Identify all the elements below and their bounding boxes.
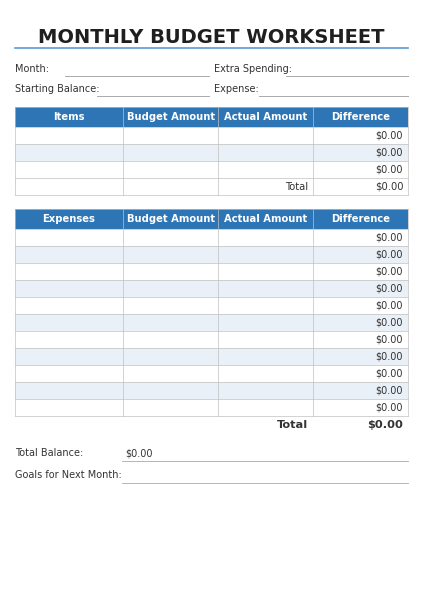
Text: $0.00: $0.00 <box>376 301 403 310</box>
Text: Items: Items <box>53 112 85 122</box>
Bar <box>15 365 408 382</box>
Text: Actual Amount: Actual Amount <box>224 112 308 122</box>
Text: Expense:: Expense: <box>214 84 258 94</box>
Bar <box>15 161 408 178</box>
Text: Extra Spending:: Extra Spending: <box>214 64 291 74</box>
Text: $0.00: $0.00 <box>376 386 403 395</box>
Bar <box>15 127 408 144</box>
Text: $0.00: $0.00 <box>125 448 152 458</box>
Bar <box>15 107 408 127</box>
Text: Difference: Difference <box>331 112 390 122</box>
Bar <box>15 314 408 331</box>
Bar <box>15 263 408 280</box>
Text: MONTHLY BUDGET WORKSHEET: MONTHLY BUDGET WORKSHEET <box>38 28 385 47</box>
Text: $0.00: $0.00 <box>376 352 403 362</box>
Text: $0.00: $0.00 <box>376 232 403 243</box>
Text: $0.00: $0.00 <box>376 147 403 158</box>
Bar <box>15 280 408 297</box>
Bar <box>15 229 408 246</box>
Text: Difference: Difference <box>331 214 390 224</box>
Text: $0.00: $0.00 <box>376 165 403 174</box>
Text: $0.00: $0.00 <box>375 181 403 192</box>
Bar <box>15 144 408 161</box>
Bar <box>15 178 408 195</box>
Text: $0.00: $0.00 <box>367 420 403 430</box>
Bar <box>15 331 408 348</box>
Text: $0.00: $0.00 <box>376 368 403 379</box>
Bar <box>15 348 408 365</box>
Text: $0.00: $0.00 <box>376 267 403 277</box>
Text: $0.00: $0.00 <box>376 250 403 259</box>
Text: Month:: Month: <box>15 64 49 74</box>
Bar <box>15 382 408 399</box>
Text: Expenses: Expenses <box>42 214 95 224</box>
Text: $0.00: $0.00 <box>376 131 403 141</box>
Bar <box>15 399 408 416</box>
Text: Starting Balance:: Starting Balance: <box>15 84 99 94</box>
Bar <box>15 209 408 229</box>
Text: Budget Amount: Budget Amount <box>126 112 214 122</box>
Bar <box>15 246 408 263</box>
Bar <box>15 297 408 314</box>
Text: $0.00: $0.00 <box>376 403 403 413</box>
Text: $0.00: $0.00 <box>376 283 403 294</box>
Text: Goals for Next Month:: Goals for Next Month: <box>15 470 121 480</box>
Text: Total Balance:: Total Balance: <box>15 448 83 458</box>
Text: $0.00: $0.00 <box>376 334 403 344</box>
Text: $0.00: $0.00 <box>376 317 403 328</box>
Text: Actual Amount: Actual Amount <box>224 214 308 224</box>
Text: Budget Amount: Budget Amount <box>126 214 214 224</box>
Text: Total: Total <box>285 181 308 192</box>
Text: Total: Total <box>277 420 308 430</box>
